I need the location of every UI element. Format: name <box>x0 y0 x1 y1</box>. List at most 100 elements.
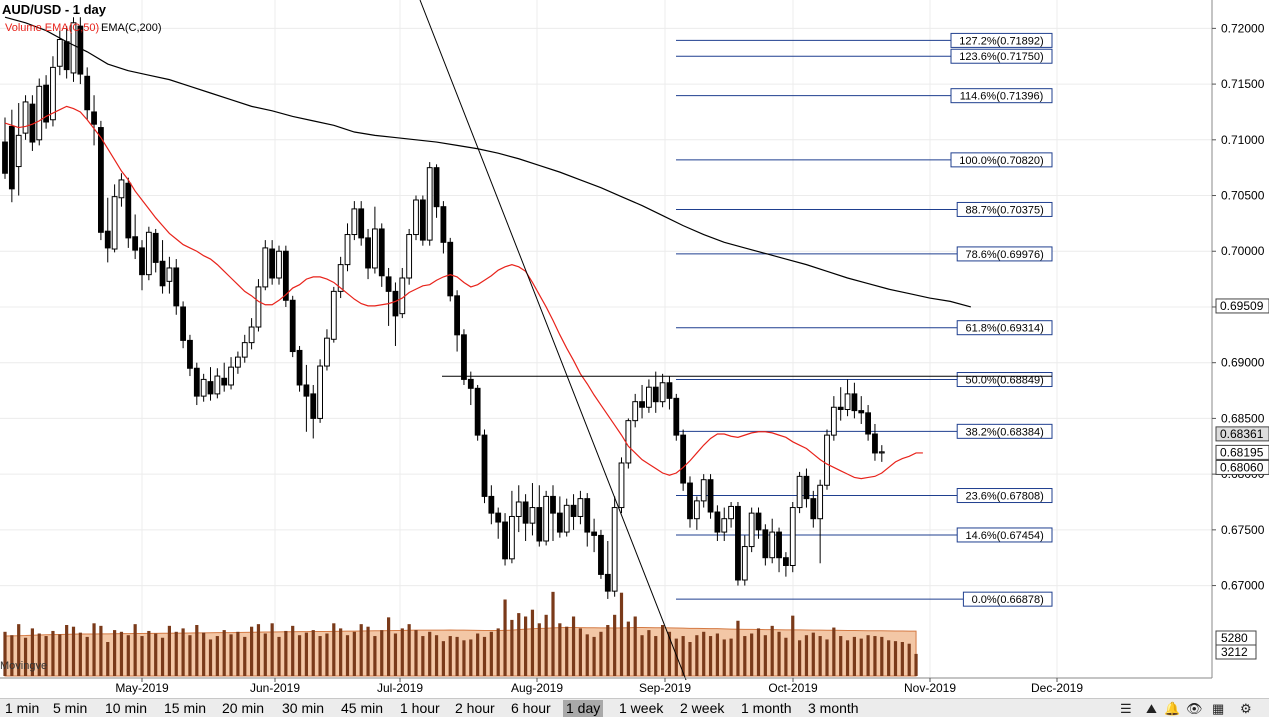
time-axis[interactable]: May-2019 Jun-2019 Jul-2019 Aug-2019 Sep-2019… <box>0 677 1212 695</box>
tf-2-hour[interactable]: 2 hour <box>455 700 495 716</box>
volume-bar <box>366 626 370 676</box>
candle-down <box>687 482 693 520</box>
candle-down <box>2 141 8 174</box>
fib-label: 114.6%(0.71396) <box>960 91 1044 103</box>
tf-3-month[interactable]: 3 month <box>808 700 859 716</box>
volume-bar <box>339 628 343 676</box>
bell-icon[interactable]: 🔔 <box>1164 701 1181 716</box>
chart-canvas[interactable]: 127.2%(0.71892) 123.6%(0.71750) 114.6%(0.7… <box>0 0 1269 698</box>
tf-10-min[interactable]: 10 min <box>105 700 148 716</box>
tf-5-min[interactable]: 5 min <box>53 700 88 716</box>
trend-lines[interactable] <box>419 0 1052 681</box>
candle-down <box>63 41 70 71</box>
candle-down <box>858 410 865 414</box>
volume-bar <box>222 630 226 676</box>
volume-bar <box>23 637 28 676</box>
candle-up <box>145 231 152 276</box>
trading-hours-icon[interactable]: ⛰ <box>1146 701 1157 716</box>
candle-down <box>735 505 741 581</box>
volume-bar <box>530 609 535 676</box>
candle-up <box>563 504 570 533</box>
volume-bar <box>318 636 322 676</box>
candle-down <box>783 557 789 567</box>
fib-label-box <box>956 527 1053 543</box>
candle-down <box>392 290 399 317</box>
candle-up <box>330 290 337 340</box>
volume-bar <box>544 614 548 676</box>
volume-bar <box>708 636 713 676</box>
fib-label-box <box>962 591 1053 607</box>
tf-1-day[interactable]: 1 day <box>563 700 604 717</box>
candle-up <box>228 366 234 386</box>
tf-6-hour[interactable]: 6 hour <box>511 700 551 716</box>
fib-label: 23.6%(0.67808) <box>965 491 1043 503</box>
volume-bar <box>763 635 767 676</box>
volume-bar <box>250 626 254 676</box>
eye-icon[interactable]: 👁 <box>1186 701 1203 716</box>
candle-up <box>70 22 77 74</box>
candle-up <box>241 342 248 358</box>
candle-down <box>666 382 673 399</box>
volume-bar <box>784 637 788 676</box>
volume-bar <box>756 628 761 676</box>
volume-bar <box>887 640 891 676</box>
calendar-icon[interactable]: ▦ <box>1212 701 1225 716</box>
candle-down <box>570 504 577 517</box>
volume-bar <box>804 635 809 676</box>
volume-bar <box>229 634 233 676</box>
volume-bar <box>393 633 398 676</box>
tf-2-week[interactable]: 2 week <box>680 700 725 716</box>
candle-down <box>488 495 495 514</box>
tf-1-min[interactable]: 1 min <box>5 700 40 716</box>
candle-up <box>255 286 262 328</box>
fib-label-box <box>956 423 1053 439</box>
candle-down <box>536 507 543 542</box>
settings-icon[interactable]: ⚙ <box>1240 701 1252 716</box>
volume-bar <box>17 624 21 676</box>
tf-1-month[interactable]: 1 month <box>741 700 792 716</box>
candle-up <box>830 406 837 436</box>
volume-bar <box>277 636 281 676</box>
volume-bar <box>688 642 692 676</box>
volume-bar <box>10 635 14 676</box>
volume-badge-label: 5280 <box>1221 631 1248 645</box>
candle-up <box>529 507 536 524</box>
volume-bar <box>469 639 473 676</box>
tf-30-min[interactable]: 30 min <box>282 700 325 716</box>
price-axis[interactable]: 0.72000 0.71500 0.71000 0.70500 0.70000 0.695… <box>1211 0 1269 698</box>
volume-bar <box>667 631 672 676</box>
volume-bar <box>263 633 267 676</box>
volume-bar <box>613 614 617 676</box>
candle-up <box>413 199 419 236</box>
candle-down <box>269 248 276 279</box>
tf-15-min[interactable]: 15 min <box>164 700 207 716</box>
tf-20-min[interactable]: 20 min <box>222 700 265 716</box>
volume-bar <box>770 625 774 676</box>
ema50-line <box>4 105 923 480</box>
price-badge-label: 0.68195 <box>1220 445 1264 459</box>
volume-bar <box>243 636 247 676</box>
volume-bar <box>297 635 302 676</box>
volume-bar <box>311 630 315 676</box>
tf-1-week[interactable]: 1 week <box>619 700 664 716</box>
volume-bar <box>503 599 507 676</box>
volume-bar <box>126 635 130 676</box>
volume-bar <box>907 643 911 676</box>
candle-up <box>824 434 830 486</box>
fib-label: 78.6%(0.69976) <box>965 249 1043 261</box>
candle-down <box>474 387 481 436</box>
candle-up <box>632 401 639 422</box>
volume-bar <box>455 636 459 676</box>
tf-45-min[interactable]: 45 min <box>341 700 384 716</box>
volume-bar <box>65 625 69 676</box>
candle-down <box>385 276 392 292</box>
volume-bar <box>654 636 658 676</box>
volume-bar <box>681 636 685 676</box>
tf-1-hour[interactable]: 1 hour <box>400 700 440 716</box>
volume-bar <box>58 634 62 676</box>
volume-bar <box>900 642 904 676</box>
candle-down <box>187 339 193 369</box>
fibonacci-retracement[interactable]: 127.2%(0.71892) 123.6%(0.71750) 114.6%(0.7… <box>676 32 1053 607</box>
menu-icon[interactable]: ☰ <box>1120 701 1132 716</box>
